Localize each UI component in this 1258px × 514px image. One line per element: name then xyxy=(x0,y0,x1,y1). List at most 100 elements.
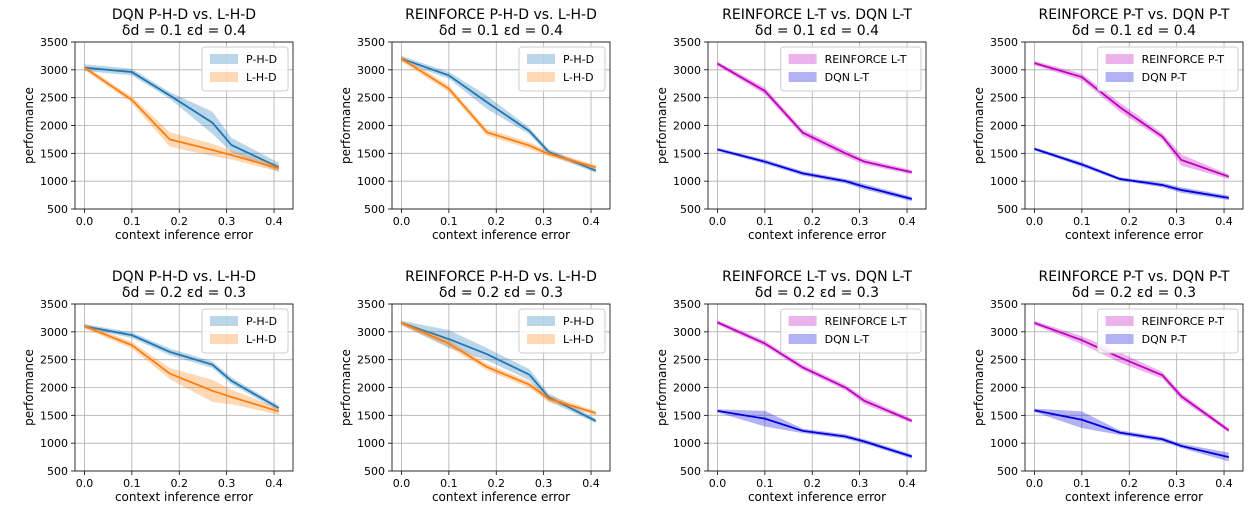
y-tick-label: 2500 xyxy=(990,92,1018,105)
x-tick-label: 0.4 xyxy=(582,215,600,228)
chart-title: REINFORCE L-T vs. DQN L-T xyxy=(722,7,912,23)
series-band-2 xyxy=(84,65,279,172)
y-tick-label: 2500 xyxy=(357,92,385,105)
chart-title: DQN P-H-D vs. L-H-D xyxy=(112,269,256,285)
y-tick-label: 3500 xyxy=(990,36,1018,49)
y-tick-label: 2000 xyxy=(673,120,701,133)
y-tick-label: 1500 xyxy=(357,409,385,422)
plot-frame xyxy=(74,303,294,472)
y-tick-label: 1500 xyxy=(990,409,1018,422)
y-tick-label: 2000 xyxy=(40,382,68,395)
y-axis-label: performance xyxy=(655,349,669,426)
chart-title: DQN P-H-D vs. L-H-D xyxy=(112,7,256,23)
x-tick-label: 0.0 xyxy=(709,477,727,490)
x-axis-label: context inference error xyxy=(1065,228,1203,242)
x-tick-label: 0.3 xyxy=(1168,215,1186,228)
legend-box xyxy=(1097,308,1239,354)
y-tick-label: 3500 xyxy=(673,298,701,311)
x-tick-label: 0.2 xyxy=(171,477,189,490)
x-tick-label: 0.3 xyxy=(1168,477,1186,490)
legend-swatch xyxy=(210,54,238,64)
series-band-2 xyxy=(717,147,912,202)
y-tick-label: 1000 xyxy=(673,175,701,188)
y-tick-label: 3000 xyxy=(990,64,1018,77)
x-tick-label: 0.3 xyxy=(218,215,236,228)
y-tick-label: 1500 xyxy=(673,147,701,160)
chart-4: REINFORCE P-T vs. DQN P-Tδd = 0.1 εd = 0… xyxy=(972,7,1244,242)
x-axis-label: context inference error xyxy=(432,228,570,242)
chart-title: REINFORCE P-H-D vs. L-H-D xyxy=(405,269,597,285)
chart-6: REINFORCE P-H-D vs. L-H-Dδd = 0.2 εd = 0… xyxy=(339,269,611,504)
legend-box xyxy=(780,46,922,92)
legend: P-H-D L-H-D xyxy=(201,46,289,92)
y-tick-label: 2000 xyxy=(357,120,385,133)
legend-swatch xyxy=(1105,72,1134,82)
series-line-2 xyxy=(84,325,280,413)
legend-swatch xyxy=(788,54,817,64)
x-tick-label: 0.3 xyxy=(851,215,869,228)
series-line-2 xyxy=(717,148,913,200)
y-tick-label: 3500 xyxy=(40,298,68,311)
legend-label: L-H-D xyxy=(246,71,277,84)
y-tick-label: 3500 xyxy=(673,36,701,49)
legend-swatch xyxy=(210,72,238,82)
y-tick-label: 3000 xyxy=(990,326,1018,339)
y-axis-label: performance xyxy=(972,87,986,164)
x-tick-label: 0.0 xyxy=(1026,477,1044,490)
chart-5: DQN P-H-D vs. L-H-Dδd = 0.2 εd = 0.3 0.0 0… xyxy=(22,269,294,504)
legend-label: P-H-D xyxy=(246,53,277,66)
legend-swatch xyxy=(527,334,555,344)
legend-box xyxy=(201,308,289,354)
series-band-1 xyxy=(401,55,596,173)
chart-subtitle: δd = 0.1 εd = 0.4 xyxy=(439,23,563,39)
y-tick-label: 2500 xyxy=(40,354,68,367)
x-tick-label: 0.0 xyxy=(76,215,94,228)
y-tick-label: 2000 xyxy=(40,120,68,133)
y-tick-label: 3500 xyxy=(357,36,385,49)
series-band-2 xyxy=(1034,147,1229,201)
y-tick-label: 2500 xyxy=(673,354,701,367)
x-tick-label: 0.1 xyxy=(756,215,774,228)
y-tick-label: 3500 xyxy=(990,298,1018,311)
legend: P-H-D L-H-D xyxy=(518,308,606,354)
chart-1: DQN P-H-D vs. L-H-Dδd = 0.1 εd = 0.4 0.0 0… xyxy=(22,7,294,242)
series-line-2 xyxy=(1034,148,1229,199)
series-line-1 xyxy=(1034,322,1230,432)
legend-swatch xyxy=(1105,316,1134,326)
series-line-1 xyxy=(401,57,597,172)
y-axis-label: performance xyxy=(22,349,36,426)
chart-3: REINFORCE L-T vs. DQN L-Tδd = 0.1 εd = 0… xyxy=(655,7,927,242)
x-axis-label: context inference error xyxy=(748,490,886,504)
x-tick-label: 0.4 xyxy=(265,215,283,228)
legend-label: DQN L-T xyxy=(825,333,870,346)
y-tick-label: 2000 xyxy=(990,382,1018,395)
series-band-1 xyxy=(1034,320,1229,433)
x-tick-label: 0.1 xyxy=(123,215,141,228)
series-line-2 xyxy=(83,66,280,170)
y-tick-label: 1000 xyxy=(40,437,68,450)
x-axis-label: context inference error xyxy=(1065,490,1203,504)
legend-swatch xyxy=(1105,334,1134,344)
y-axis-label: performance xyxy=(972,349,986,426)
x-tick-label: 0.1 xyxy=(440,215,458,228)
legend: P-H-D L-H-D xyxy=(201,308,289,354)
y-tick-label: 2500 xyxy=(990,354,1018,367)
y-tick-label: 1500 xyxy=(990,147,1018,160)
legend-swatch xyxy=(788,334,817,344)
x-tick-label: 0.4 xyxy=(898,477,916,490)
legend-label: P-H-D xyxy=(563,53,594,66)
y-tick-label: 500 xyxy=(680,203,701,216)
legend-swatch xyxy=(788,316,817,326)
x-tick-label: 0.4 xyxy=(1215,477,1233,490)
legend: REINFORCE L-T DQN L-T xyxy=(780,308,922,354)
x-tick-label: 0.2 xyxy=(804,477,822,490)
chart-subtitle: δd = 0.2 εd = 0.3 xyxy=(755,285,879,301)
legend-box xyxy=(1097,46,1239,92)
x-tick-label: 0.2 xyxy=(171,215,189,228)
legend-label: L-H-D xyxy=(246,333,277,346)
series-line-2 xyxy=(400,57,597,169)
legend-label: REINFORCE L-T xyxy=(825,315,907,328)
legend: REINFORCE L-T DQN L-T xyxy=(780,46,922,92)
chart-subtitle: δd = 0.1 εd = 0.4 xyxy=(755,23,879,39)
